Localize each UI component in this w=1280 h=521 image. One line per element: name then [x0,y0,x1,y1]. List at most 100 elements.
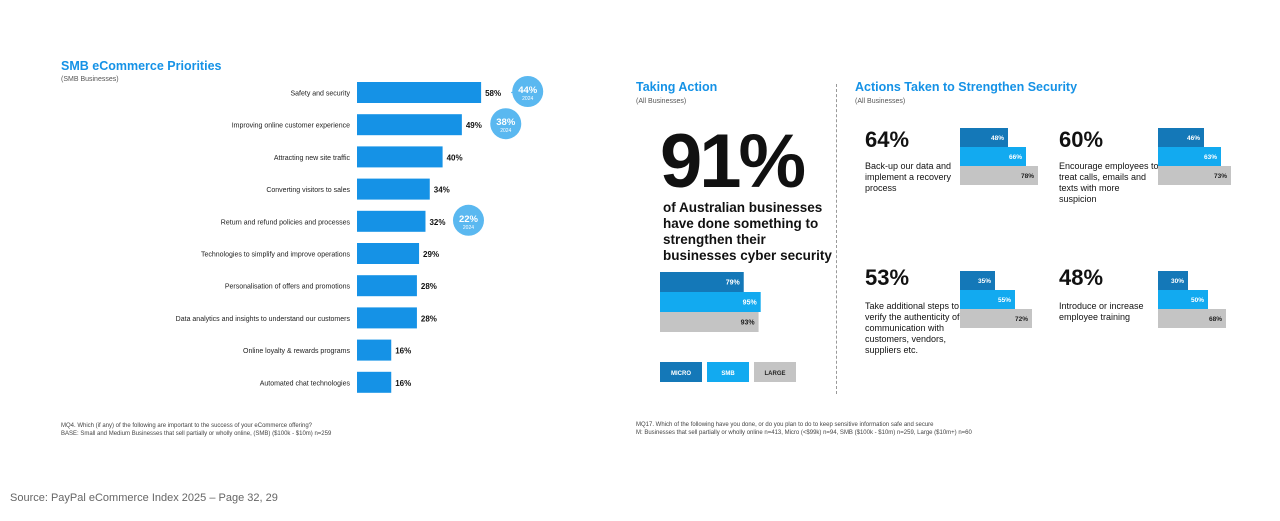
suspicion-description: Encourage employees to treat calls, emai… [1059,161,1159,204]
value-label: 32% [429,218,445,227]
category-label: Return and refund policies and processes [221,219,351,226]
category-label: Safety and security [290,91,350,98]
left-question-note: MQ4. Which (if any) of the following are… [61,423,312,429]
segment-bar-large [960,166,1038,185]
bubble-value: 22% [459,214,479,225]
bar [357,114,462,136]
bar [357,210,426,232]
segment-value: 63% [1204,154,1217,161]
category-label: Automated chat technologies [260,380,351,387]
category-label: Attracting new site traffic [274,155,351,162]
middle-title: Taking Action [636,80,718,94]
bubble-year: 2024 [500,128,511,134]
left-base-note: BASE: Small and Medium Businesses that s… [61,431,332,437]
segment-bar-smb [1158,290,1208,309]
bar [357,178,430,200]
legend-label: SMB [721,371,735,377]
segment-value: 79% [726,280,741,287]
bubble-year: 2024 [522,96,533,102]
segment-value: 30% [1171,278,1184,285]
comparison-bubble [490,108,522,140]
training-stat: 48% [1059,265,1104,290]
segment-value: 35% [978,278,991,285]
bar [357,339,392,361]
segment-value: 72% [1015,316,1028,323]
value-label: 16% [395,379,411,388]
category-label: Improving online customer experience [232,123,350,130]
right-title: Actions Taken to Strengthen Security [855,80,1078,94]
verify-description: Take additional steps to verify the auth… [865,301,960,355]
segment-bar-smb [1158,147,1221,166]
bar [357,243,420,264]
segment-bar-smb [960,290,1015,309]
value-label: 58% [485,89,501,98]
segment-bar-large [1158,309,1226,328]
segment-value: 78% [1021,173,1034,180]
value-label: 16% [395,347,411,356]
value-label: 34% [434,186,450,195]
legend-swatch [754,362,796,382]
value-label: 49% [466,121,482,130]
segment-bar-smb [660,292,761,312]
headline-stat: 91% [660,119,806,204]
backup-description: Back-up our data and implement a recover… [865,161,952,193]
legend-swatch [660,362,702,382]
source-citation: Source: PayPal eCommerce Index 2025 – Pa… [10,492,278,504]
comparison-bubble [512,76,544,107]
smb-priorities-chart: Safety and security 58% Improving online c… [176,76,544,393]
segment-bar-micro [660,272,744,292]
bar [357,371,392,393]
category-label: Online loyalty & rewards programs [243,348,350,355]
legend-label: LARGE [765,371,786,377]
bar [357,82,482,103]
middle-base-note: M: Businesses that sell partially or who… [636,430,972,436]
legend-swatch [707,362,749,382]
segment-legend: MICRO SMB LARGE [660,362,796,382]
bar [357,146,443,168]
panel-divider [836,84,837,394]
category-label: Data analytics and insights to understan… [176,316,351,323]
bar [357,275,417,297]
segment-bar-large [1158,166,1231,185]
segment-value: 46% [1187,135,1200,142]
left-chart-subtitle: (SMB Businesses) [61,76,119,83]
value-label: 40% [447,153,463,162]
segment-value: 66% [1009,154,1022,161]
segment-bar-large [960,309,1032,328]
segment-value: 48% [991,135,1004,142]
middle-subtitle: (All Businesses) [636,98,687,105]
category-label: Personalisation of offers and promotions [225,284,351,291]
segment-bar-smb [960,147,1026,166]
bubble-value: 44% [518,85,538,96]
segment-value: 93% [741,320,756,327]
bubble-year: 2024 [463,225,474,231]
segment-value: 95% [743,300,758,307]
category-label: Converting visitors to sales [266,187,350,194]
segment-value: 73% [1214,173,1227,180]
segment-bar-large [660,312,759,332]
training-chart: 30% 50% 68% [1158,271,1226,328]
bar [357,307,417,329]
category-label: Technologies to simplify and improve ope… [201,252,351,259]
value-label: 28% [421,314,437,323]
verify-chart: 35% 55% 72% [960,271,1032,328]
suspicion-chart: 46% 63% 73% [1158,128,1231,185]
legend-label: MICRO [671,371,691,377]
value-label: 28% [421,282,437,291]
verify-stat: 53% [865,265,910,290]
backup-stat: 64% [865,127,910,152]
left-chart-title: SMB eCommerce Priorities [61,59,222,73]
suspicion-stat: 60% [1059,127,1104,152]
left-chart-footnote: MQ4. Which (if any) of the following are… [61,422,331,438]
middle-question-note: MQ17. Which of the following have you do… [636,422,934,428]
backup-chart: 48% 66% 78% [960,128,1038,185]
segment-value: 50% [1191,297,1204,304]
middle-footnote: MQ17. Which of the following have you do… [636,421,972,437]
comparison-bubble [452,204,484,236]
taking-action-chart: 79% 95% 93% [660,272,761,332]
segment-bar-micro [1158,128,1204,147]
segment-value: 55% [998,297,1011,304]
training-description: Introduce or increase employee training [1059,301,1144,322]
bubble-value: 38% [496,117,516,128]
segment-value: 68% [1209,316,1222,323]
